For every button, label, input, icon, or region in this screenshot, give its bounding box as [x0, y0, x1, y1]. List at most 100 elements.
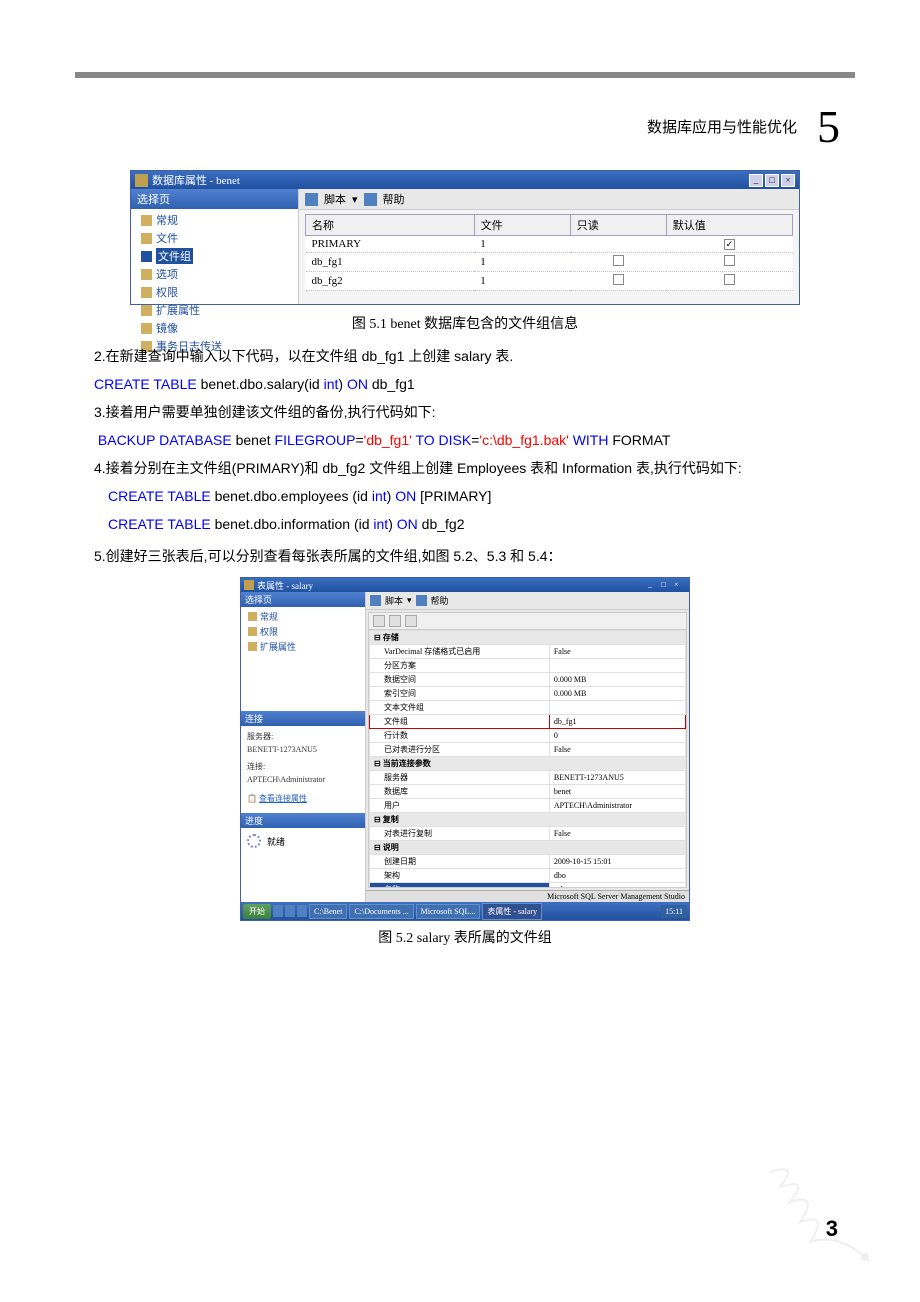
minimize-button[interactable]: _ — [749, 174, 763, 187]
tree-item-general[interactable]: 常规 — [135, 211, 294, 229]
col-default: 默认值 — [666, 215, 792, 236]
progress-header: 进度 — [241, 813, 365, 828]
property-row[interactable]: 分区方案 — [370, 659, 686, 673]
code-line-2: CREATE TABLE benet.dbo.salary(id int) ON… — [80, 371, 850, 397]
alphabetic-button[interactable] — [389, 615, 401, 627]
left-panel: 选择页 常规 权限 扩展属性 连接 服务器: BENETT-1273ANU5 连… — [241, 592, 366, 902]
table-row[interactable]: PRIMARY 1 — [306, 236, 793, 253]
toolbar: 脚本 ▾ 帮助 — [366, 592, 689, 610]
code-line-4a: CREATE TABLE benet.dbo.employees (id int… — [80, 483, 850, 509]
property-row[interactable]: 当前连接参数 — [370, 757, 686, 771]
property-row[interactable]: 存储 — [370, 631, 686, 645]
db-properties-window: 数据库属性 - benet _ □ × 选择页 常规 文件 文件组 选项 权限 … — [130, 170, 800, 305]
taskbar-item-active[interactable]: 表属性 - salary — [482, 903, 542, 920]
checkbox-default[interactable] — [724, 274, 735, 285]
left-panel-header: 选择页 — [131, 189, 298, 209]
page-icon — [141, 215, 152, 226]
window-titlebar: 表属性 - salary _ □ × — [241, 578, 689, 592]
tree-item-permissions[interactable]: 权限 — [135, 283, 294, 301]
taskbar-item[interactable]: C:\Documents ... — [349, 904, 413, 919]
col-files: 文件 — [474, 215, 570, 236]
page-tree: 常规 权限 扩展属性 — [241, 607, 365, 656]
property-row[interactable]: 数据空间0.000 MB — [370, 673, 686, 687]
filegroup-table: 名称 文件 只读 默认值 PRIMARY 1 db_fg1 1 — [305, 214, 793, 291]
property-table: 存储VarDecimal 存储格式已启用False分区方案数据空间0.000 M… — [369, 630, 686, 888]
help-icon — [364, 193, 377, 206]
tree-item-extended[interactable]: 扩展属性 — [135, 301, 294, 319]
tree-item-permissions[interactable]: 权限 — [244, 624, 362, 639]
tree-item-filegroups[interactable]: 文件组 — [135, 247, 294, 265]
maximize-button[interactable]: □ — [661, 580, 673, 591]
page-icon — [141, 287, 152, 298]
view-connection-link[interactable]: 查看连接属性 — [259, 794, 307, 803]
page-icon — [141, 323, 152, 334]
property-row[interactable]: 名称salary — [370, 883, 686, 889]
quicklaunch-icon[interactable] — [297, 905, 307, 917]
tree-item-extended[interactable]: 扩展属性 — [244, 639, 362, 654]
window-icon — [244, 580, 254, 590]
header-title: 数据库应用与性能优化 — [647, 116, 797, 137]
checkbox-default[interactable] — [724, 239, 735, 250]
window-icon — [135, 174, 148, 187]
script-icon — [305, 193, 318, 206]
page-icon — [248, 627, 257, 636]
tree-item-mirror[interactable]: 镜像 — [135, 319, 294, 337]
checkbox-default[interactable] — [724, 255, 735, 266]
property-row[interactable]: 数据库benet — [370, 785, 686, 799]
help-button[interactable]: 帮助 — [383, 191, 405, 207]
checkbox-readonly[interactable] — [613, 255, 624, 266]
table-row[interactable]: db_fg1 1 — [306, 253, 793, 272]
checkbox-readonly[interactable] — [613, 274, 624, 285]
close-button[interactable]: × — [674, 580, 686, 591]
page-icon — [141, 233, 152, 244]
property-row[interactable]: 已对表进行分区False — [370, 743, 686, 757]
start-button[interactable]: 开始 — [243, 904, 271, 919]
page-number: 3 — [826, 1216, 838, 1242]
progress-icon — [247, 834, 261, 848]
tree-item-options[interactable]: 选项 — [135, 265, 294, 283]
property-grid: 存储VarDecimal 存储格式已启用False分区方案数据空间0.000 M… — [368, 612, 687, 888]
page-tree: 常规 文件 文件组 选项 权限 扩展属性 镜像 事务日志传送 — [131, 209, 298, 357]
paragraph-4: 4.接着分别在主文件组(PRIMARY)和 db_fg2 文件组上创建 Empl… — [80, 455, 850, 481]
help-button[interactable]: 帮助 — [431, 594, 449, 607]
property-row[interactable]: 说明 — [370, 841, 686, 855]
property-row[interactable]: 架构dbo — [370, 869, 686, 883]
col-readonly: 只读 — [570, 215, 666, 236]
property-row[interactable]: 复制 — [370, 813, 686, 827]
property-row[interactable]: 行计数0 — [370, 729, 686, 743]
property-row[interactable]: 索引空间0.000 MB — [370, 687, 686, 701]
top-divider — [75, 72, 855, 78]
taskbar-item[interactable]: C:\Benet — [309, 904, 347, 919]
property-row[interactable]: VarDecimal 存储格式已启用False — [370, 645, 686, 659]
property-row[interactable]: 创建日期2009-10-15 15:01 — [370, 855, 686, 869]
categorized-button[interactable] — [373, 615, 385, 627]
property-toolbar — [369, 613, 686, 630]
page-icon — [141, 305, 152, 316]
taskbar-item[interactable]: Microsoft SQL... — [416, 904, 481, 919]
tree-item-files[interactable]: 文件 — [135, 229, 294, 247]
table-row[interactable]: db_fg2 1 — [306, 272, 793, 291]
quicklaunch-icon[interactable] — [285, 905, 295, 917]
property-row[interactable]: 用户APTECH\Administrator — [370, 799, 686, 813]
property-row[interactable]: 文本文件组 — [370, 701, 686, 715]
close-button[interactable]: × — [781, 174, 795, 187]
tree-item-general[interactable]: 常规 — [244, 609, 362, 624]
minimize-button[interactable]: _ — [648, 580, 660, 591]
left-panel-header: 选择页 — [241, 592, 365, 607]
taskbar: 开始 C:\Benet C:\Documents ... Microsoft S… — [241, 902, 689, 920]
page-icon — [141, 251, 152, 262]
connection-body: 服务器: BENETT-1273ANU5 连接: APTECH\Administ… — [241, 726, 365, 809]
property-row[interactable]: 服务器BENETT-1273ANU5 — [370, 771, 686, 785]
statusbar: Microsoft SQL Server Management Studio — [366, 890, 689, 902]
right-panel: 脚本 ▾ 帮助 存储VarDecimal 存储格式已启用False分区方案数据空… — [366, 592, 689, 902]
script-button[interactable]: 脚本 — [324, 191, 346, 207]
quicklaunch-icon[interactable] — [273, 905, 283, 917]
maximize-button[interactable]: □ — [765, 174, 779, 187]
property-row[interactable]: 文件组db_fg1 — [370, 715, 686, 729]
property-row[interactable]: 对表进行复制False — [370, 827, 686, 841]
script-button[interactable]: 脚本 — [385, 594, 403, 607]
main-content: 数据库属性 - benet _ □ × 选择页 常规 文件 文件组 选项 权限 … — [80, 170, 850, 957]
toolbar: 脚本 ▾ 帮助 — [299, 189, 799, 210]
system-tray[interactable]: 15:11 — [661, 905, 687, 918]
property-page-button[interactable] — [405, 615, 417, 627]
